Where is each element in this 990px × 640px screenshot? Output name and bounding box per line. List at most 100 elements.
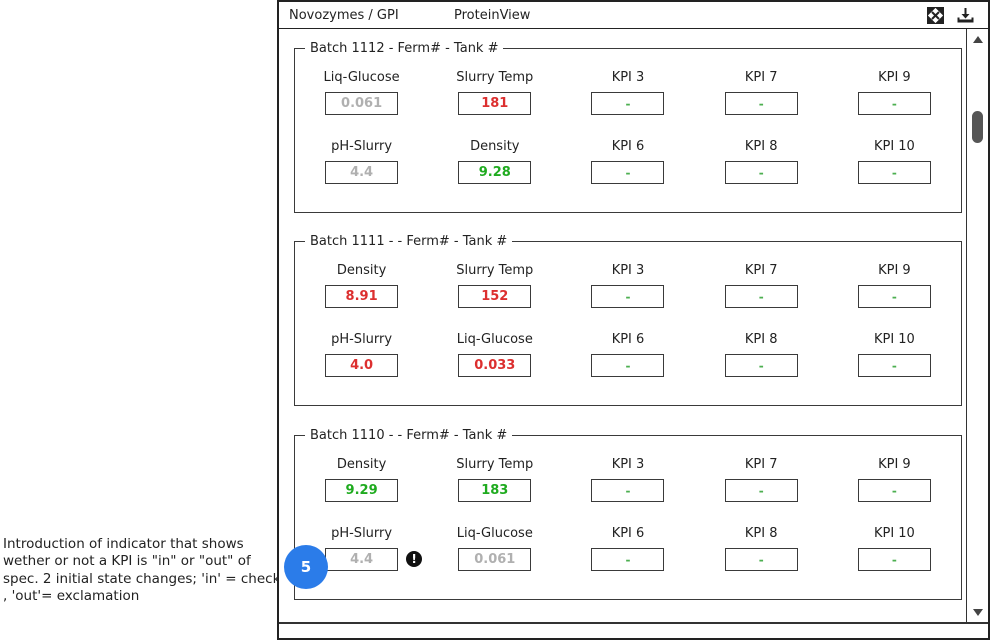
proteinview-window: Novozymes / GPI ProteinView: [277, 0, 990, 640]
field-value-box[interactable]: -: [857, 548, 931, 571]
field-cell: KPI 9 -: [828, 457, 961, 502]
field-label: KPI 3: [611, 263, 645, 278]
field-value-box[interactable]: -: [857, 479, 931, 502]
field-value: 4.0: [350, 358, 374, 373]
field-label: Density: [336, 263, 387, 278]
field-value-box[interactable]: 152: [458, 285, 532, 308]
field-label: Liq-Glucose: [323, 70, 400, 85]
scrollbar-thumb[interactable]: [972, 111, 983, 143]
field-value-box[interactable]: -: [724, 479, 798, 502]
field-value-box[interactable]: 183: [458, 479, 532, 502]
breadcrumb: Novozymes / GPI: [289, 8, 399, 23]
field-value: -: [758, 96, 764, 111]
field-label: KPI 6: [611, 139, 645, 154]
field-value-box[interactable]: 0.061: [458, 548, 532, 571]
scroll-down-arrow-icon[interactable]: [967, 606, 988, 618]
field-cell: KPI 8 -: [695, 526, 828, 571]
field-label: Slurry Temp: [456, 263, 534, 278]
field-value-box[interactable]: 0.061: [325, 92, 399, 115]
field-value-box[interactable]: -: [857, 285, 931, 308]
step-5-callout-badge: 5: [284, 545, 328, 589]
field-value-box[interactable]: -: [591, 354, 665, 377]
field-label: Density: [336, 457, 387, 472]
field-value: -: [625, 552, 631, 567]
field-value: 9.29: [345, 483, 378, 498]
field-cell: pH-Slurry 4.4: [295, 139, 428, 184]
field-value-box[interactable]: -: [857, 92, 931, 115]
field-value: -: [625, 96, 631, 111]
field-value: -: [625, 358, 631, 373]
field-label: KPI 10: [873, 526, 915, 541]
field-value-box[interactable]: 9.28: [458, 161, 532, 184]
field-label: KPI 7: [744, 263, 778, 278]
field-value: 0.061: [341, 96, 383, 111]
field-label: KPI 3: [611, 70, 645, 85]
scrollbar-vertical[interactable]: [966, 29, 988, 622]
field-value: -: [891, 96, 897, 111]
field-cell: KPI 6 -: [561, 332, 694, 377]
scroll-content: Batch 1112 - Ferm# - Tank # Liq-Glucose 0.…: [279, 29, 988, 623]
field-label: KPI 7: [744, 457, 778, 472]
field-value: -: [891, 483, 897, 498]
field-cell: KPI 9 -: [828, 70, 961, 115]
field-label: KPI 10: [873, 332, 915, 347]
field-value: 0.061: [474, 552, 516, 567]
field-value: -: [625, 289, 631, 304]
field-value: -: [758, 358, 764, 373]
field-value-box[interactable]: -: [724, 548, 798, 571]
field-value: -: [625, 165, 631, 180]
field-label: KPI 9: [878, 70, 911, 85]
field-value: 0.033: [474, 358, 516, 373]
field-value-box[interactable]: 8.91: [325, 285, 399, 308]
field-cell: pH-Slurry 4.4!: [295, 526, 428, 571]
field-value: -: [625, 483, 631, 498]
page-title: ProteinView: [454, 8, 531, 23]
field-label: pH-Slurry: [331, 526, 393, 541]
field-value-box[interactable]: -: [724, 161, 798, 184]
batch-panel: Batch 1111 - - Ferm# - Tank # Density 8.91…: [294, 234, 962, 406]
field-value-box[interactable]: -: [857, 354, 931, 377]
batch-panel-title: Batch 1111 - - Ferm# - Tank #: [310, 234, 508, 249]
field-cell: KPI 8 -: [695, 332, 828, 377]
field-label: KPI 9: [878, 457, 911, 472]
field-value: 4.4: [350, 165, 374, 180]
field-cell: Density 8.91: [295, 263, 428, 308]
field-label: KPI 8: [744, 139, 778, 154]
field-value-box[interactable]: -: [591, 92, 665, 115]
field-cell: KPI 10 -: [828, 139, 961, 184]
field-value-box[interactable]: -: [591, 161, 665, 184]
batch-panel-title: Batch 1112 - Ferm# - Tank #: [310, 41, 499, 56]
field-label: Slurry Temp: [456, 457, 534, 472]
field-value-box[interactable]: 9.29: [325, 479, 399, 502]
scroll-up-arrow-icon[interactable]: [967, 33, 988, 45]
expand-icon[interactable]: [927, 7, 944, 24]
field-value-box[interactable]: -: [591, 285, 665, 308]
field-value-box[interactable]: -: [591, 548, 665, 571]
field-cell: KPI 10 -: [828, 526, 961, 571]
scrollbar-horizontal[interactable]: [279, 623, 988, 638]
field-cell: KPI 10 -: [828, 332, 961, 377]
field-value-box[interactable]: -: [724, 354, 798, 377]
field-value-box[interactable]: -: [724, 285, 798, 308]
field-cell: KPI 3 -: [561, 457, 694, 502]
field-cell: KPI 7 -: [695, 263, 828, 308]
field-value-box[interactable]: -: [724, 92, 798, 115]
titlebar: Novozymes / GPI ProteinView: [279, 2, 988, 29]
field-value-box[interactable]: 0.033: [458, 354, 532, 377]
field-value-box[interactable]: 4.4: [325, 548, 399, 571]
field-value-box[interactable]: 181: [458, 92, 532, 115]
field-value-box[interactable]: 4.0: [325, 354, 399, 377]
field-label: Density: [470, 139, 520, 154]
field-value-box[interactable]: 4.4: [325, 161, 399, 184]
field-label: pH-Slurry: [331, 139, 393, 154]
field-cell: Slurry Temp 181: [428, 70, 561, 115]
field-value-box[interactable]: -: [857, 161, 931, 184]
field-value: -: [758, 165, 764, 180]
field-cell: Slurry Temp 152: [428, 263, 561, 308]
annotation-note: Introduction of indicator that shows wet…: [3, 536, 281, 604]
field-cell: KPI 8 -: [695, 139, 828, 184]
download-icon[interactable]: [957, 7, 974, 24]
field-value-box[interactable]: -: [591, 479, 665, 502]
batch-panel-title: Batch 1110 - - Ferm# - Tank #: [310, 428, 508, 443]
field-cell: pH-Slurry 4.0: [295, 332, 428, 377]
